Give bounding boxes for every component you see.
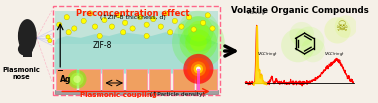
Text: $\nu_{CC(ring)}$: $\nu_{CC(ring)}$ <box>257 51 277 60</box>
Circle shape <box>57 22 62 27</box>
Circle shape <box>144 33 149 39</box>
Bar <box>149 69 170 90</box>
Circle shape <box>187 58 210 80</box>
Circle shape <box>66 30 71 35</box>
Circle shape <box>180 24 217 61</box>
Circle shape <box>138 15 143 20</box>
Circle shape <box>130 26 135 31</box>
Circle shape <box>163 11 168 16</box>
Circle shape <box>183 54 214 84</box>
Circle shape <box>167 30 173 35</box>
Circle shape <box>109 24 115 29</box>
Bar <box>54 90 218 94</box>
Text: ZIF-8: ZIF-8 <box>93 41 112 50</box>
Text: Ag: Ag <box>60 75 71 84</box>
Circle shape <box>71 73 84 86</box>
Circle shape <box>186 15 192 20</box>
Circle shape <box>185 29 212 56</box>
Text: $\nu_{CC(ring)}$: $\nu_{CC(ring)}$ <box>246 10 267 19</box>
Circle shape <box>144 22 149 27</box>
Text: ☠: ☠ <box>335 20 347 34</box>
Circle shape <box>122 20 128 25</box>
Text: Plasmonic
nose: Plasmonic nose <box>3 67 40 80</box>
Bar <box>23 47 32 57</box>
Circle shape <box>64 15 70 20</box>
Circle shape <box>190 34 207 51</box>
Circle shape <box>335 15 357 38</box>
Circle shape <box>158 24 163 29</box>
Circle shape <box>48 39 52 43</box>
Circle shape <box>81 18 86 24</box>
Circle shape <box>324 17 351 43</box>
Bar <box>126 69 147 90</box>
Bar <box>173 69 194 90</box>
Text: (↑Particle density): (↑Particle density) <box>150 92 205 97</box>
Circle shape <box>73 75 81 83</box>
Bar <box>79 69 100 90</box>
Ellipse shape <box>18 43 33 56</box>
Text: Plasmonic coupling: Plasmonic coupling <box>80 92 157 98</box>
Bar <box>54 11 218 43</box>
Text: Volatile Organic Compounds: Volatile Organic Compounds <box>231 6 369 15</box>
Bar <box>56 69 76 90</box>
Circle shape <box>200 20 206 25</box>
Circle shape <box>116 13 121 18</box>
Circle shape <box>68 70 87 89</box>
Circle shape <box>72 26 77 31</box>
Circle shape <box>281 28 315 62</box>
Bar <box>102 69 123 90</box>
Polygon shape <box>34 36 37 40</box>
Text: Preconcentration effect: Preconcentration effect <box>76 9 189 18</box>
Circle shape <box>301 38 325 62</box>
Circle shape <box>183 16 214 46</box>
Circle shape <box>205 13 211 18</box>
Circle shape <box>290 22 314 46</box>
Circle shape <box>97 33 102 39</box>
Polygon shape <box>54 32 218 74</box>
Circle shape <box>46 35 50 39</box>
Circle shape <box>188 21 209 42</box>
Text: (↑ZIF-8 thickness, d): (↑ZIF-8 thickness, d) <box>100 14 166 20</box>
Circle shape <box>191 61 206 76</box>
Text: $\nu_{CC(ring)}$: $\nu_{CC(ring)}$ <box>324 51 345 60</box>
Circle shape <box>210 26 215 31</box>
Circle shape <box>194 64 203 74</box>
Circle shape <box>196 67 201 71</box>
Circle shape <box>294 27 324 57</box>
Circle shape <box>172 18 178 24</box>
Circle shape <box>178 11 219 52</box>
Circle shape <box>92 24 98 29</box>
Circle shape <box>121 30 126 35</box>
Bar <box>197 69 217 90</box>
Bar <box>197 69 200 90</box>
Circle shape <box>150 16 156 22</box>
Circle shape <box>88 11 93 16</box>
Circle shape <box>179 24 184 29</box>
Ellipse shape <box>18 19 37 53</box>
FancyArrowPatch shape <box>225 46 235 56</box>
Circle shape <box>172 16 225 69</box>
Circle shape <box>191 27 196 32</box>
Circle shape <box>102 17 107 23</box>
